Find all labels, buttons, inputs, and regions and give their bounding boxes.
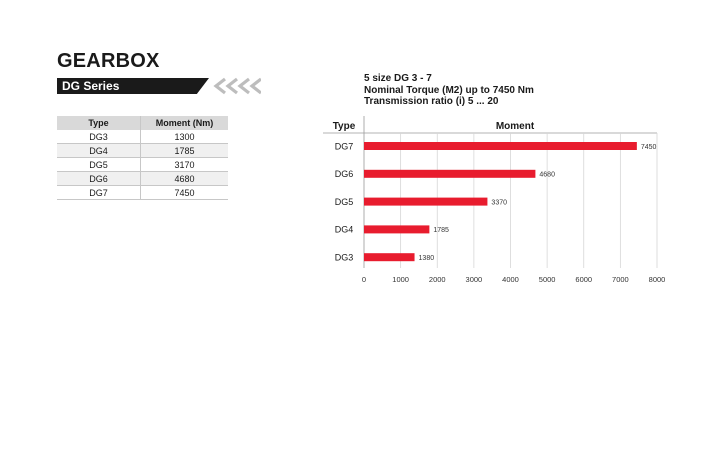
- table-cell-moment: 7450: [140, 185, 228, 200]
- moment-table: Type Moment (Nm) DG3 1300 DG4 1785 DG5 3170…: [57, 116, 228, 200]
- data-label: 3370: [491, 199, 507, 206]
- x-tick-label: 2000: [429, 275, 446, 284]
- spec-line-torque: Nominal Torque (M2) up to 7450 Nm: [364, 84, 534, 96]
- category-label: DG3: [335, 253, 354, 263]
- bar: [364, 253, 415, 262]
- x-tick-label: 4000: [502, 275, 519, 284]
- table-row: DG3 1300: [57, 130, 228, 144]
- table-header-row: Type Moment (Nm): [57, 116, 228, 130]
- data-label: 7450: [641, 144, 657, 151]
- data-label: 4680: [539, 172, 555, 179]
- chart-bars: [364, 142, 637, 262]
- spec-line-ratio: Transmission ratio (i) 5 ... 20: [364, 96, 499, 107]
- table-header-moment: Moment (Nm): [140, 116, 228, 130]
- bar: [364, 225, 430, 234]
- x-tick-label: 7000: [612, 275, 629, 284]
- table-cell-moment: 1785: [140, 143, 228, 158]
- table-cell-type: DG5: [57, 157, 141, 172]
- chart-header-type: Type: [333, 121, 356, 132]
- bar: [364, 169, 536, 178]
- category-label: DG5: [335, 197, 354, 207]
- page-title: GEARBOX: [57, 50, 160, 72]
- x-tick-label: 3000: [466, 275, 483, 284]
- table-row: DG7 7450: [57, 185, 228, 200]
- chevron-left-icon: [213, 77, 261, 95]
- category-label: DG4: [335, 225, 354, 235]
- data-label: 1380: [419, 255, 435, 262]
- table-cell-type: DG7: [57, 185, 141, 200]
- x-tick-label: 1000: [392, 275, 409, 284]
- data-label: 1785: [433, 227, 449, 234]
- x-tick-label: 6000: [575, 275, 592, 284]
- chart-labels: 0 1000 2000 3000 4000 5000 6000 7000 8000 DG7 7450…: [335, 141, 666, 284]
- bar: [364, 197, 488, 206]
- table-cell-type: DG6: [57, 171, 141, 186]
- x-tick-label: 5000: [539, 275, 556, 284]
- series-banner: [57, 78, 209, 94]
- table-cell-type: DG3: [57, 130, 141, 144]
- bar: [364, 142, 637, 150]
- table-cell-moment: 3170: [140, 157, 228, 172]
- table-row: DG5 3170: [57, 157, 228, 172]
- chart-header-moment: Moment: [496, 121, 535, 132]
- table-cell-type: DG4: [57, 143, 141, 158]
- x-tick-label: 0: [362, 275, 366, 284]
- series-label: DG Series: [62, 79, 120, 93]
- category-label: DG6: [335, 169, 354, 179]
- category-label: DG7: [335, 141, 354, 151]
- spec-line-sizes: 5 size DG 3 - 7: [364, 73, 432, 84]
- table-row: DG6 4680: [57, 171, 228, 186]
- table-cell-moment: 4680: [140, 171, 228, 186]
- table-header-type: Type: [57, 116, 141, 130]
- x-tick-label: 8000: [649, 275, 666, 284]
- table-cell-moment: 1300: [140, 130, 228, 144]
- spec-block: 5 size DG 3 - 7 Nominal Torque (M2) up t…: [364, 73, 534, 108]
- table-row: DG4 1785: [57, 143, 228, 158]
